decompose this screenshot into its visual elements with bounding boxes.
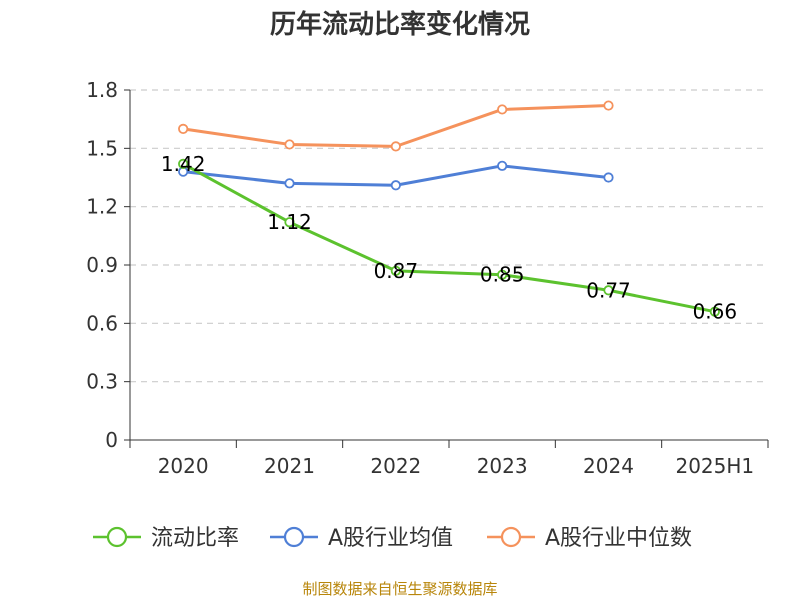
legend: 流动比率 A股行业均值 A股行业中位数 — [93, 526, 692, 551]
data-label: 0.85 — [480, 263, 525, 287]
series-line — [182, 104, 609, 148]
data-point — [284, 178, 295, 189]
chart-title: 历年流动比率变化情况 — [270, 9, 530, 40]
y-tick-label: 1.8 — [86, 78, 118, 102]
legend-marker — [283, 526, 305, 548]
y-tick-label: 1.5 — [86, 136, 118, 160]
legend-label: 流动比率 — [151, 526, 239, 551]
grid-lines — [130, 89, 768, 383]
legend-item[interactable]: A股行业均值 — [270, 526, 453, 551]
x-tick-label: 2025H1 — [675, 454, 754, 478]
y-tick-label: 0 — [105, 428, 118, 452]
y-tick-label: 0.9 — [86, 253, 118, 277]
data-label: 0.77 — [586, 278, 631, 302]
data-point — [603, 100, 614, 111]
x-tick-label: 2021 — [264, 454, 315, 478]
legend-label: A股行业中位数 — [545, 526, 692, 551]
data-label: 0.87 — [374, 259, 419, 283]
data-point — [178, 158, 189, 169]
data-point — [284, 217, 295, 228]
data-point — [178, 123, 189, 134]
data-label: 1.12 — [267, 210, 312, 234]
data-point — [390, 180, 401, 191]
series-group — [178, 100, 720, 317]
x-axis: 2020 2021 2022 2023 2024 2025H1 — [129, 439, 769, 478]
source-note: 制图数据来自恒生聚源数据库 — [302, 580, 497, 598]
y-tick-label: 0.6 — [86, 311, 118, 335]
legend-label: A股行业均值 — [328, 526, 453, 551]
data-point — [497, 160, 508, 171]
x-tick-label: 2020 — [158, 454, 209, 478]
legend-item[interactable]: A股行业中位数 — [487, 526, 692, 551]
data-point — [390, 265, 401, 276]
y-tick-label: 0.3 — [86, 370, 118, 394]
x-tick-label: 2022 — [370, 454, 421, 478]
data-label: 0.66 — [693, 300, 738, 324]
data-point — [603, 285, 614, 296]
data-point — [603, 172, 614, 183]
data-point — [284, 139, 295, 150]
data-point — [497, 269, 508, 280]
data-point — [497, 104, 508, 115]
x-tick-label: 2024 — [583, 454, 634, 478]
y-tick-label: 1.2 — [86, 195, 118, 219]
data-point — [709, 306, 720, 317]
legend-marker — [106, 526, 128, 548]
y-axis: 0 0.3 0.6 0.9 1.2 1.5 1.8 — [86, 78, 131, 452]
legend-marker — [500, 526, 522, 548]
data-point — [390, 141, 401, 152]
series-line — [182, 162, 716, 314]
x-tick-label: 2023 — [477, 454, 528, 478]
data-label: 1.42 — [161, 152, 206, 176]
data-labels: 1.42 1.12 0.87 0.85 0.77 0.66 — [161, 152, 737, 324]
legend-item[interactable]: 流动比率 — [93, 526, 239, 551]
